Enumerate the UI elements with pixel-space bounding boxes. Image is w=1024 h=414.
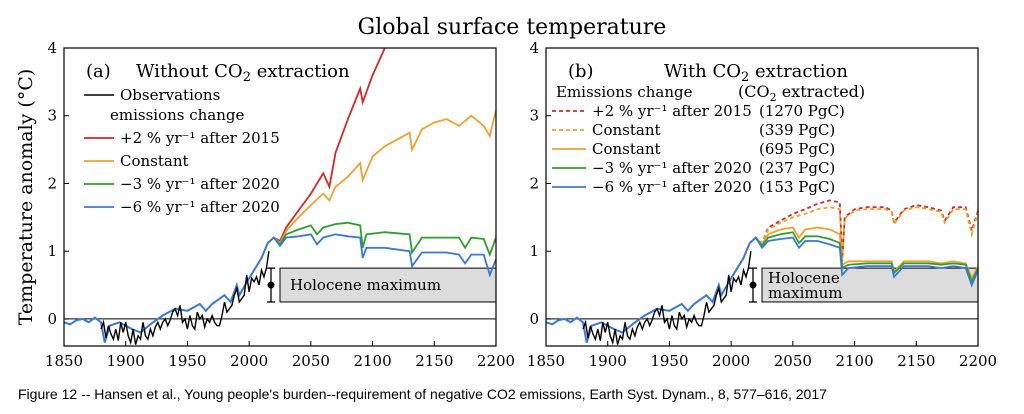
x-tick-label: 2100 [353,352,391,370]
legend-label: Constant [592,121,661,139]
y-tick-label: 3 [47,107,57,125]
legend-label: +2 % yr⁻¹ after 2015 [592,102,752,120]
x-tick-label: 2050 [774,352,812,370]
y-tick-label: 1 [47,242,57,260]
plot-frame [63,47,497,347]
y-axis-label: Temperature anomaly (°C) [15,69,37,326]
x-tick-label: 1900 [107,352,145,370]
panel-label: (b) [568,61,594,82]
figure-title: Global surface temperature [358,15,667,40]
holocene-label: maximum [768,284,843,302]
holocene-label: Holocene [768,269,840,287]
legend-label: Constant [120,152,189,170]
holocene-band [761,267,979,303]
y-tick-label: 1 [529,242,539,260]
x-tick-label: 2000 [712,352,750,370]
x-tick-label: 2200 [959,352,997,370]
observations-line [582,251,752,346]
model-history-line [545,242,751,343]
legend-label: +2 % yr⁻¹ after 2015 [120,129,280,147]
legend-extracted: (339 PgC) [759,121,835,139]
x-tick-label: 2150 [897,352,935,370]
x-tick-label: 2050 [292,352,330,370]
y-tick-label: 0 [529,310,539,328]
y-tick-label: 2 [529,174,539,192]
x-tick-label: 2100 [835,352,873,370]
holocene-label: Holocene maximum [290,276,441,294]
x-tick-label: 1850 [527,352,565,370]
series-line-plus2 [749,199,979,262]
x-tick-label: 2000 [230,352,268,370]
legend-extracted: (237 PgC) [759,159,835,177]
x-tick-label: 1950 [168,352,206,370]
x-tick-label: 1900 [589,352,627,370]
holocene-marker [749,281,757,289]
holocene-marker [267,281,275,289]
series-line-minus6 [267,233,497,278]
series-line-minus6 [749,236,979,288]
legend-header: Emissions change [556,83,693,101]
legend-label: −3 % yr⁻¹ after 2020 [592,159,752,177]
y-tick-label: 2 [47,174,57,192]
figure-caption: Figure 12 -- Hansen et al., Young people… [18,386,827,402]
legend-label: −3 % yr⁻¹ after 2020 [120,175,280,193]
legend-extracted: (1270 PgC) [759,102,845,120]
x-tick-label: 1850 [45,352,83,370]
model-history-line [63,242,269,343]
panel-label: (a) [86,61,111,82]
series-line-plus2 [267,47,386,244]
legend-extracted: (153 PgC) [759,178,835,196]
holocene-band [279,267,497,303]
x-tick-label: 2200 [477,352,515,370]
legend-label: −6 % yr⁻¹ after 2020 [592,178,752,196]
y-tick-label: 3 [529,107,539,125]
series-line-minus3 [267,221,497,258]
legend-label: Observations [120,86,220,104]
legend-header: (CO2 extracted) [738,82,865,104]
y-tick-label: 4 [47,39,57,57]
series-line-constant [267,110,497,245]
observations-line [100,251,270,346]
x-tick-label: 1950 [650,352,688,370]
panel-a-chart: Holocene maximum 1850 1900 1950 2000 2050 2100… [45,39,515,370]
panel-title: With CO2 extraction [664,61,848,85]
x-tick-label: 2150 [415,352,453,370]
plot-frame [545,47,979,347]
legend-label: −6 % yr⁻¹ after 2020 [120,198,280,216]
legend-header: emissions change [110,106,245,124]
legend-extracted: (695 PgC) [759,140,835,158]
series-line-constant [749,206,979,262]
y-tick-label: 4 [529,39,539,57]
panel-title: Without CO2 extraction [136,61,350,85]
y-tick-label: 0 [47,310,57,328]
legend-label: Constant [592,140,661,158]
